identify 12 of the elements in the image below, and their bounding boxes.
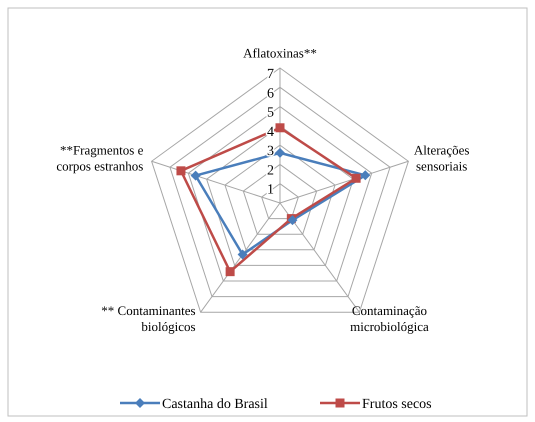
spoke-label: Aflatoxinas** [243, 45, 317, 60]
spoke-label: **Fragmentos e corpos estranhos [56, 142, 144, 174]
spoke-label: ** Contaminantes biológicos [101, 303, 196, 334]
y-tick-label: 5 [267, 106, 274, 121]
y-tick-label: 2 [267, 163, 274, 178]
y-tick-label: 7 [267, 67, 274, 82]
y-tick-label: 6 [267, 86, 274, 102]
spoke-label: Contaminação microbiológica [350, 303, 430, 334]
spoke-label: Alterações sensoriais [414, 142, 470, 174]
legend-label: Frutos secos [362, 397, 432, 412]
y-tick-label: 1 [267, 182, 274, 198]
legend-label: Castanha do Brasil [162, 397, 268, 412]
